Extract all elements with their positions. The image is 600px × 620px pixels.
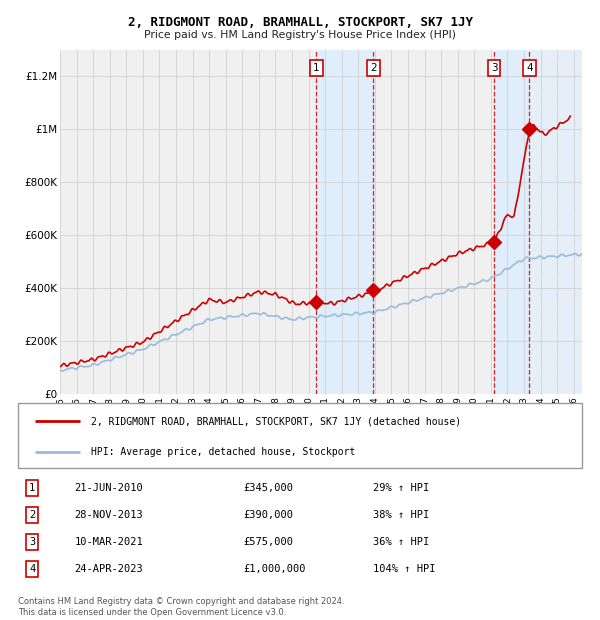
Text: Price paid vs. HM Land Registry's House Price Index (HPI): Price paid vs. HM Land Registry's House … <box>144 30 456 40</box>
Bar <box>494 50 529 394</box>
Text: £390,000: £390,000 <box>244 510 293 520</box>
Text: 29% ↑ HPI: 29% ↑ HPI <box>373 483 430 493</box>
Text: 2: 2 <box>370 63 377 73</box>
Text: 24-APR-2023: 24-APR-2023 <box>74 564 143 574</box>
Text: 3: 3 <box>29 537 35 547</box>
Text: 38% ↑ HPI: 38% ↑ HPI <box>373 510 430 520</box>
Text: 10-MAR-2021: 10-MAR-2021 <box>74 537 143 547</box>
Bar <box>316 50 373 394</box>
Text: 1: 1 <box>29 483 35 493</box>
Text: 4: 4 <box>526 63 533 73</box>
Text: 36% ↑ HPI: 36% ↑ HPI <box>373 537 430 547</box>
Text: 2, RIDGMONT ROAD, BRAMHALL, STOCKPORT, SK7 1JY: 2, RIDGMONT ROAD, BRAMHALL, STOCKPORT, S… <box>128 16 473 29</box>
Text: 104% ↑ HPI: 104% ↑ HPI <box>373 564 436 574</box>
Text: 2, RIDGMONT ROAD, BRAMHALL, STOCKPORT, SK7 1JY (detached house): 2, RIDGMONT ROAD, BRAMHALL, STOCKPORT, S… <box>91 416 461 426</box>
Text: 3: 3 <box>491 63 497 73</box>
Text: £575,000: £575,000 <box>244 537 293 547</box>
Text: £345,000: £345,000 <box>244 483 293 493</box>
Text: Contains HM Land Registry data © Crown copyright and database right 2024.
This d: Contains HM Land Registry data © Crown c… <box>18 598 344 617</box>
Text: 28-NOV-2013: 28-NOV-2013 <box>74 510 143 520</box>
Text: 4: 4 <box>29 564 35 574</box>
Text: £1,000,000: £1,000,000 <box>244 564 306 574</box>
Text: 1: 1 <box>313 63 320 73</box>
Text: 21-JUN-2010: 21-JUN-2010 <box>74 483 143 493</box>
Bar <box>529 50 582 394</box>
Text: 2: 2 <box>29 510 35 520</box>
FancyBboxPatch shape <box>18 403 582 468</box>
Text: HPI: Average price, detached house, Stockport: HPI: Average price, detached house, Stoc… <box>91 447 356 457</box>
